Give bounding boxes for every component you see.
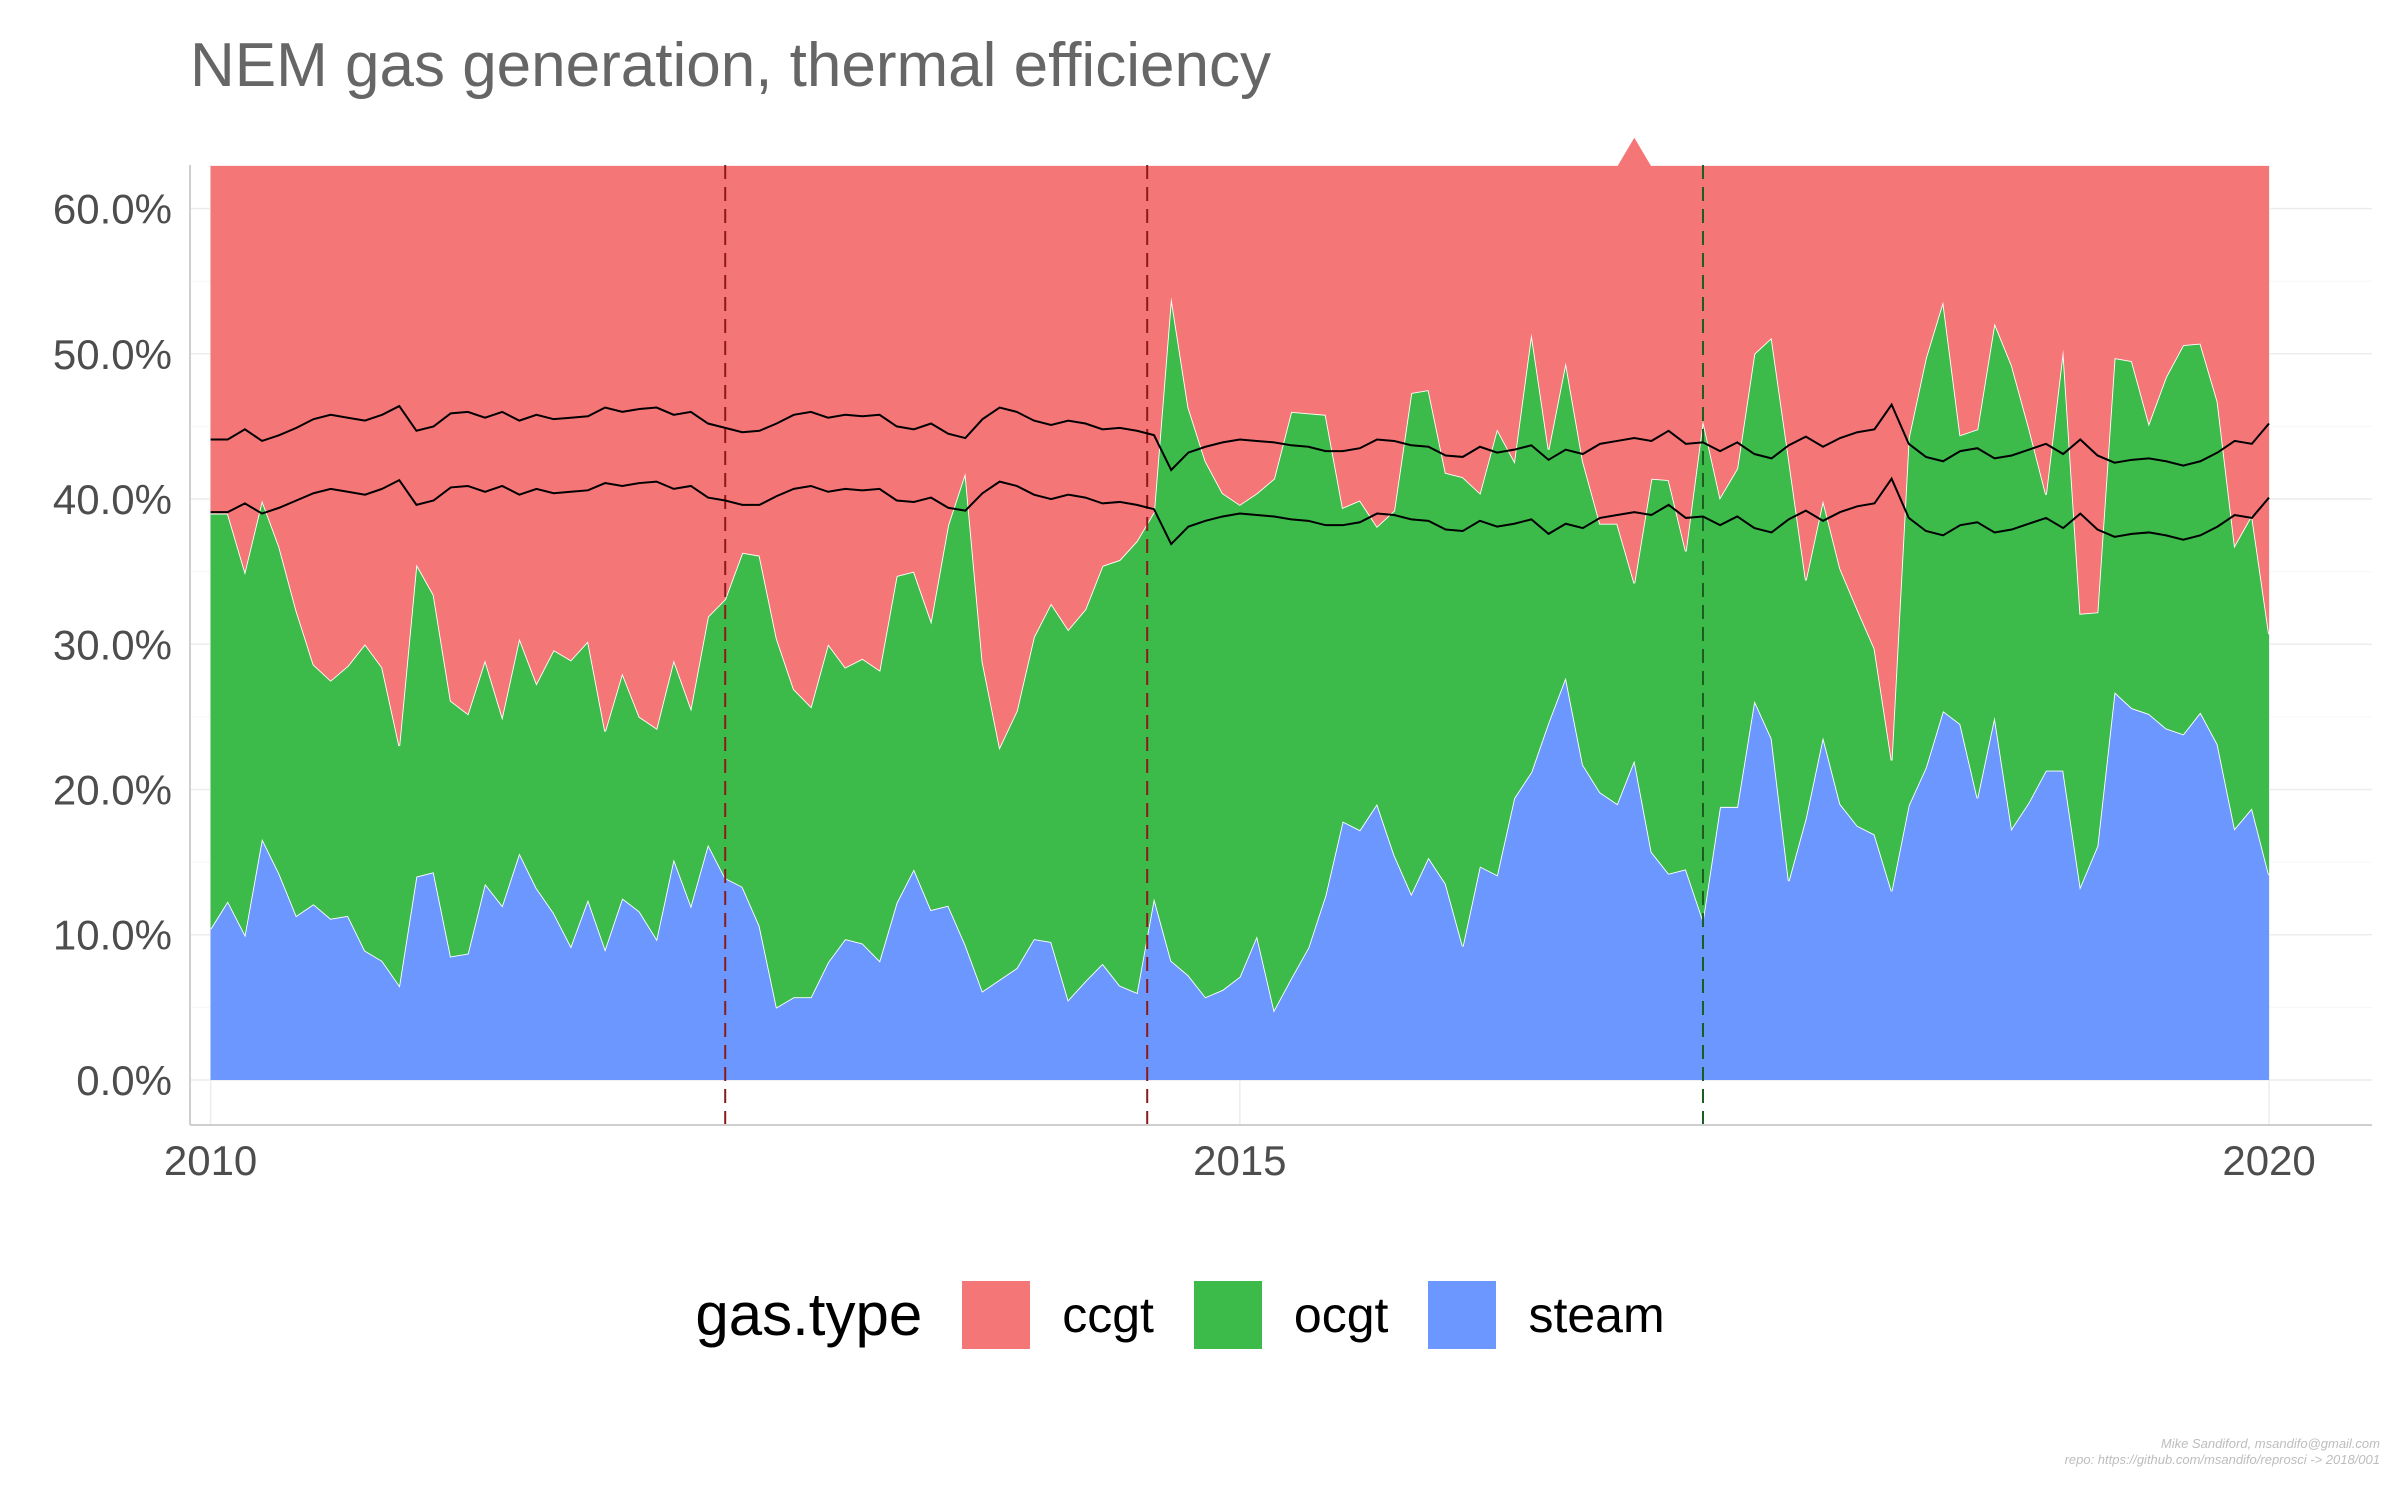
y-tick-label: 30.0% <box>53 621 172 668</box>
legend-label-ccgt: ccgt <box>1062 1286 1154 1343</box>
stacked-areas <box>209 134 2270 1080</box>
legend-title: gas.type <box>695 1281 923 1348</box>
legend-item-steam: steam <box>1428 1280 1665 1349</box>
legend-label-steam: steam <box>1528 1286 1665 1343</box>
x-tick-label: 2015 <box>1193 1137 1286 1184</box>
x-tick-label: 2010 <box>164 1137 257 1184</box>
x-tick-label: 2020 <box>2222 1137 2315 1184</box>
area-edge-ccgt <box>210 134 2269 166</box>
efficiency-line <box>210 402 2270 472</box>
efficiency-lines <box>210 402 2270 546</box>
y-tick-label: 50.0% <box>53 331 172 378</box>
axes: 0.0% 10.0% 20.0% 30.0% 40.0% 50.0% 60.0% 2010 20… <box>53 165 2372 1184</box>
y-tick-label: 10.0% <box>53 912 172 959</box>
y-tick-label: 60.0% <box>53 186 172 233</box>
efficiency-line <box>210 476 2270 546</box>
y-tick-label: 20.0% <box>53 767 172 814</box>
reference-lines <box>724 165 1704 1125</box>
credit-line-1: Mike Sandiford, msandifo@gmail.com <box>2160 1436 2380 1451</box>
legend-key-steam <box>1428 1280 1497 1349</box>
chart-title: NEM gas generation, thermal efficiency <box>190 31 1271 100</box>
area-edge-steam <box>209 674 2270 1013</box>
credit-line-2: repo: https://github.com/msandifo/repros… <box>2064 1452 2380 1467</box>
legend-key-ocgt <box>1193 1280 1262 1349</box>
legend-label-ocgt: ocgt <box>1293 1286 1389 1343</box>
y-tick-label: 0.0% <box>76 1057 172 1104</box>
legend: gas.type ccgt ocgt steam <box>0 1280 2400 1349</box>
y-tick-label: 40.0% <box>53 476 172 523</box>
credit: Mike Sandiford, msandifo@gmail.com repo:… <box>2065 1436 2380 1468</box>
legend-item-ocgt: ocgt <box>1193 1280 1389 1349</box>
area-ccgt <box>210 135 2269 761</box>
legend-key-ccgt <box>962 1280 1031 1349</box>
legend-item-ccgt: ccgt <box>962 1280 1154 1349</box>
